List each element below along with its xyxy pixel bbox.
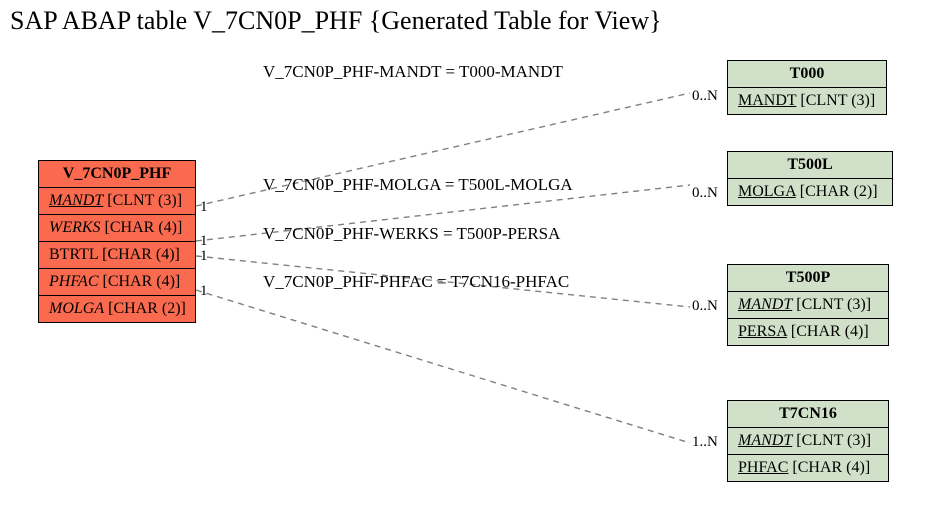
entity-target: T000MANDT [CLNT (3)] — [727, 60, 887, 115]
relationship-label: V_7CN0P_PHF-MOLGA = T500L-MOLGA — [263, 175, 573, 195]
entity-target-header: T7CN16 — [728, 401, 888, 428]
cardinality-source: 1 — [200, 248, 208, 265]
entity-field: BTRTL [CHAR (4)] — [39, 242, 195, 269]
entity-target-header: T500P — [728, 265, 888, 292]
diagram-canvas: SAP ABAP table V_7CN0P_PHF {Generated Ta… — [0, 0, 932, 515]
entity-field: PERSA [CHAR (4)] — [728, 319, 888, 345]
cardinality-target: 0..N — [692, 298, 718, 315]
page-title: SAP ABAP table V_7CN0P_PHF {Generated Ta… — [10, 6, 662, 36]
cardinality-target: 0..N — [692, 185, 718, 202]
entity-field: MANDT [CLNT (3)] — [728, 428, 888, 455]
entity-target-header: T500L — [728, 152, 892, 179]
entity-source: V_7CN0P_PHF MANDT [CLNT (3)]WERKS [CHAR … — [38, 160, 196, 323]
entity-target: T500LMOLGA [CHAR (2)] — [727, 151, 893, 206]
relationship-label: V_7CN0P_PHF-PHFAC = T7CN16-PHFAC — [263, 272, 569, 292]
entity-field: PHFAC [CHAR (4)] — [728, 455, 888, 481]
entity-field: PHFAC [CHAR (4)] — [39, 269, 195, 296]
entity-field: MOLGA [CHAR (2)] — [39, 296, 195, 322]
cardinality-source: 1 — [200, 199, 208, 216]
cardinality-target: 1..N — [692, 434, 718, 451]
entity-source-header: V_7CN0P_PHF — [39, 161, 195, 188]
entity-field: WERKS [CHAR (4)] — [39, 215, 195, 242]
entity-field: MOLGA [CHAR (2)] — [728, 179, 892, 205]
cardinality-source: 1 — [200, 283, 208, 300]
entity-target: T500PMANDT [CLNT (3)]PERSA [CHAR (4)] — [727, 264, 889, 346]
relationship-label: V_7CN0P_PHF-WERKS = T500P-PERSA — [263, 224, 560, 244]
entity-field: MANDT [CLNT (3)] — [39, 188, 195, 215]
entity-field: MANDT [CLNT (3)] — [728, 292, 888, 319]
relationship-label: V_7CN0P_PHF-MANDT = T000-MANDT — [263, 62, 563, 82]
entity-target-header: T000 — [728, 61, 886, 88]
entity-target: T7CN16MANDT [CLNT (3)]PHFAC [CHAR (4)] — [727, 400, 889, 482]
cardinality-target: 0..N — [692, 88, 718, 105]
entity-field: MANDT [CLNT (3)] — [728, 88, 886, 114]
